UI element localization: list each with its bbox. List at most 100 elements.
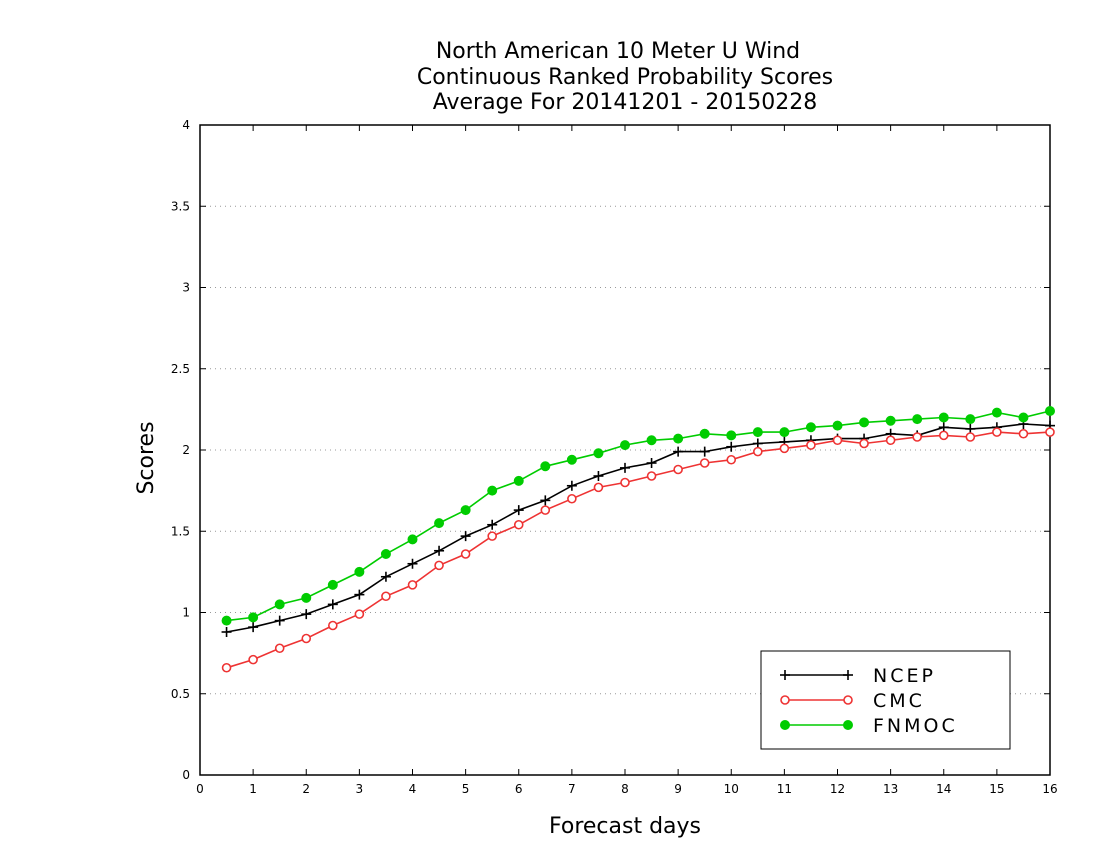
- point-fnmoc-22: [805, 422, 816, 433]
- point-fnmoc-4: [327, 579, 338, 590]
- point-cmc-31: [1045, 427, 1055, 437]
- point-cmc-15: [620, 477, 630, 488]
- point-fnmoc-29: [991, 407, 1002, 418]
- series-ncep: [221, 419, 1055, 637]
- point-fnmoc-8: [434, 518, 445, 529]
- point-cmc-10: [487, 531, 497, 541]
- y-tick-label-6: 3: [182, 281, 190, 295]
- legend-marker-end-cmc: [843, 695, 853, 705]
- point-cmc-3: [301, 633, 312, 644]
- point-fnmoc-6: [380, 549, 391, 559]
- point-fnmoc-3: [301, 592, 312, 603]
- x-tick-label-3: 3: [356, 782, 364, 796]
- point-ncep-15: [620, 462, 630, 473]
- x-tick-label-5: 5: [462, 782, 470, 796]
- chart-title: North American 10 Meter U Wind Continuou…: [417, 39, 833, 115]
- x-axis-ticks: 0 1 2 3 4 5 6 7 8 9 10 11 12 13 14 15 16: [196, 125, 1058, 796]
- point-fnmoc-20: [752, 427, 763, 438]
- point-ncep-3: [301, 609, 312, 620]
- point-ncep-0: [221, 627, 232, 637]
- point-fnmoc-31: [1045, 406, 1055, 416]
- point-cmc-28: [965, 432, 976, 442]
- x-tick-label-12: 12: [830, 782, 845, 796]
- x-tick-label-14: 14: [936, 782, 951, 796]
- point-ncep-4: [327, 599, 338, 610]
- y-tick-label-7: 3.5: [171, 199, 190, 213]
- point-cmc-1: [248, 654, 258, 665]
- point-cmc-27: [938, 430, 949, 441]
- point-cmc-18: [699, 458, 710, 468]
- point-fnmoc-0: [221, 615, 232, 626]
- point-cmc-22: [806, 440, 816, 450]
- point-cmc-29: [992, 427, 1002, 437]
- point-cmc-25: [885, 435, 896, 446]
- point-ncep-7: [407, 558, 418, 569]
- point-ncep-18: [699, 446, 710, 457]
- point-cmc-14: [593, 482, 604, 493]
- point-ncep-16: [646, 458, 657, 468]
- point-fnmoc-7: [407, 534, 418, 545]
- point-fnmoc-11: [513, 475, 524, 486]
- point-fnmoc-30: [1018, 412, 1029, 423]
- x-tick-label-9: 9: [674, 782, 682, 796]
- x-tick-label-6: 6: [515, 782, 523, 796]
- point-ncep-14: [593, 471, 604, 481]
- point-fnmoc-26: [912, 414, 923, 425]
- point-fnmoc-1: [248, 612, 259, 623]
- series-line-fnmoc: [226, 410, 1051, 622]
- point-ncep-19: [726, 441, 737, 452]
- series-line-ncep: [226, 423, 1051, 633]
- series-cmc: [221, 427, 1055, 673]
- point-fnmoc-15: [620, 440, 630, 451]
- point-fnmoc-10: [487, 485, 498, 496]
- point-fnmoc-5: [354, 566, 365, 577]
- x-tick-label-8: 8: [621, 782, 629, 796]
- y-axis-ticks: 0 0.5 1 1.5 2 2.5 3 3.5 4: [171, 118, 1050, 782]
- point-cmc-17: [673, 464, 683, 475]
- legend-entry-ncep: NCEP: [780, 665, 933, 687]
- point-ncep-11: [513, 505, 524, 516]
- point-cmc-21: [779, 443, 790, 454]
- point-cmc-0: [221, 662, 232, 673]
- y-tick-label-1: 0.5: [171, 687, 190, 701]
- chart-legend: NCEP CMC FNMOC: [760, 650, 1011, 750]
- point-cmc-4: [328, 620, 338, 631]
- point-cmc-24: [859, 438, 869, 449]
- point-ncep-8: [434, 545, 445, 556]
- x-tick-label-11: 11: [777, 782, 792, 796]
- point-cmc-8: [434, 560, 444, 571]
- point-cmc-6: [381, 591, 391, 602]
- point-fnmoc-28: [965, 414, 976, 425]
- legend-label-cmc: CMC: [873, 690, 925, 712]
- point-fnmoc-9: [460, 505, 471, 516]
- legend-marker-end-fnmoc: [843, 720, 853, 730]
- legend-label-fnmoc: FNMOC: [873, 715, 958, 737]
- point-cmc-9: [460, 549, 471, 559]
- y-tick-label-2: 1: [182, 606, 190, 620]
- x-tick-label-13: 13: [883, 782, 898, 796]
- point-cmc-7: [407, 580, 418, 590]
- point-fnmoc-24: [859, 417, 870, 428]
- x-tick-label-0: 0: [196, 782, 204, 796]
- y-tick-label-4: 2: [182, 443, 190, 457]
- legend-marker-start-ncep: [780, 670, 790, 680]
- title-line-1: North American 10 Meter U Wind: [436, 39, 800, 64]
- point-cmc-5: [354, 609, 365, 619]
- x-tick-label-1: 1: [249, 782, 257, 796]
- point-fnmoc-18: [699, 428, 710, 439]
- point-ncep-1: [248, 622, 259, 633]
- y-axis-title: Scores: [134, 421, 159, 494]
- point-cmc-13: [567, 493, 577, 504]
- point-fnmoc-19: [726, 430, 737, 441]
- y-tick-label-5: 2.5: [171, 362, 190, 376]
- point-fnmoc-23: [832, 420, 843, 431]
- point-fnmoc-21: [779, 427, 790, 438]
- point-cmc-23: [832, 435, 843, 446]
- legend-marker-start-fnmoc: [780, 720, 790, 730]
- x-tick-label-7: 7: [568, 782, 576, 796]
- point-fnmoc-2: [274, 599, 285, 610]
- point-fnmoc-17: [673, 433, 684, 444]
- legend-entry-cmc: CMC: [780, 690, 925, 712]
- point-cmc-26: [912, 432, 922, 442]
